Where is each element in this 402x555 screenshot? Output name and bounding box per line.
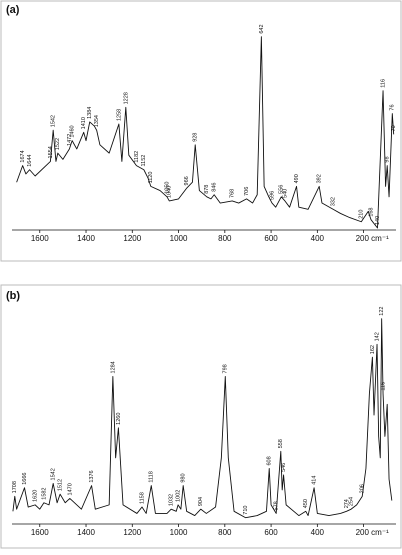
spectrum-line [16, 36, 395, 229]
peak-label: 332 [331, 197, 337, 206]
peak-label: 392 [317, 174, 323, 183]
peak-label: 70 [391, 125, 397, 131]
x-tick-label: 1000 [170, 234, 188, 243]
peak-label: 1410 [81, 117, 87, 129]
x-tick-label: 200 cm⁻¹ [356, 528, 389, 537]
peak-label: 1522 [55, 138, 61, 150]
peak-label: 540 [282, 189, 288, 198]
peak-label: 1644 [27, 155, 33, 167]
peak-label: 596 [269, 191, 275, 200]
peak-label: 1542 [51, 468, 57, 480]
peak-label: 414 [312, 476, 318, 485]
x-tick-label: 1600 [31, 234, 49, 243]
peak-label: 846 [212, 183, 218, 192]
x-tick-label: 200 cm⁻¹ [356, 234, 389, 243]
peak-label: 1582 [41, 487, 47, 499]
peak-label: 116 [380, 382, 386, 391]
x-tick-label: 800 [218, 528, 232, 537]
peak-label: 558 [278, 439, 284, 448]
peak-label: 1708 [12, 481, 18, 493]
peak-label: 1050 [164, 182, 170, 194]
peak-label: 928 [193, 133, 199, 142]
x-tick-label: 1400 [77, 528, 95, 537]
peak-label: 578 [274, 501, 280, 510]
x-tick-label: 1000 [170, 528, 188, 537]
peak-label: 142 [374, 332, 380, 341]
peak-label: 1258 [116, 109, 122, 121]
peak-label: 1620 [33, 490, 39, 502]
peak-label: 1384 [87, 107, 93, 119]
x-tick-label: 1600 [31, 528, 49, 537]
peak-label: 1040 [167, 186, 173, 198]
peak-label: 706 [244, 187, 250, 196]
peak-label: 1470 [67, 483, 73, 495]
x-tick-label: 1400 [77, 234, 95, 243]
panel-label: (a) [6, 4, 20, 16]
panel-label: (b) [6, 290, 20, 302]
peak-label: 904 [198, 497, 204, 506]
peak-label: 768 [230, 189, 236, 198]
peak-label: 1260 [116, 413, 122, 425]
peak-label: 450 [303, 499, 309, 508]
peak-label: 608 [267, 456, 273, 465]
peak-label: 1158 [139, 492, 145, 504]
peak-label: 1376 [89, 470, 95, 482]
panel-frame [0, 0, 402, 262]
peak-label: 1354 [94, 115, 100, 127]
peak-label: 122 [379, 307, 385, 316]
peak-label: 1512 [58, 479, 64, 491]
peak-label: 1120 [148, 172, 154, 184]
peak-label: 1460 [70, 125, 76, 137]
peak-label: 798 [223, 364, 229, 373]
peak-label: 642 [259, 24, 265, 33]
panel-frame [0, 284, 402, 549]
peak-label: 1228 [123, 92, 129, 104]
x-tick-label: 1200 [123, 528, 141, 537]
peak-label: 76 [390, 104, 396, 110]
peak-label: 556 [279, 185, 285, 194]
peak-label: 1152 [141, 155, 147, 167]
peak-label: 206 [360, 484, 366, 493]
peak-label: 878 [204, 185, 210, 194]
peak-label: 1032 [169, 494, 175, 506]
peak-label: 490 [294, 174, 300, 183]
peak-label: 1118 [149, 471, 155, 482]
peak-label: 274 [344, 499, 350, 508]
peak-label: 98 [385, 156, 391, 162]
peak-label: 1182 [134, 151, 140, 163]
x-tick-label: 600 [264, 528, 278, 537]
peak-label: 1674 [20, 150, 26, 162]
x-tick-label: 800 [218, 234, 232, 243]
peak-label: 980 [181, 473, 187, 482]
peak-label: 1666 [22, 473, 28, 485]
peak-label: 546 [281, 463, 287, 472]
peak-label: 1002 [176, 490, 182, 502]
peak-label: 1542 [51, 115, 57, 127]
peak-label: 966 [184, 176, 190, 185]
x-tick-label: 400 [311, 234, 325, 243]
peak-label: 162 [370, 345, 376, 354]
x-tick-label: 400 [311, 528, 325, 537]
peak-label: 254 [349, 497, 355, 506]
peak-label: 140 [375, 216, 381, 225]
peak-label: 710 [243, 506, 249, 515]
peak-label: 210 [359, 210, 365, 219]
peak-label: 116 [380, 79, 386, 88]
peak-label: 1554 [48, 146, 54, 158]
peak-label: 1284 [110, 361, 116, 373]
x-tick-label: 600 [264, 234, 278, 243]
spectrum-line [12, 318, 393, 519]
x-tick-label: 1200 [123, 234, 141, 243]
peak-label: 1472 [67, 134, 73, 146]
peak-label: 168 [368, 207, 374, 216]
